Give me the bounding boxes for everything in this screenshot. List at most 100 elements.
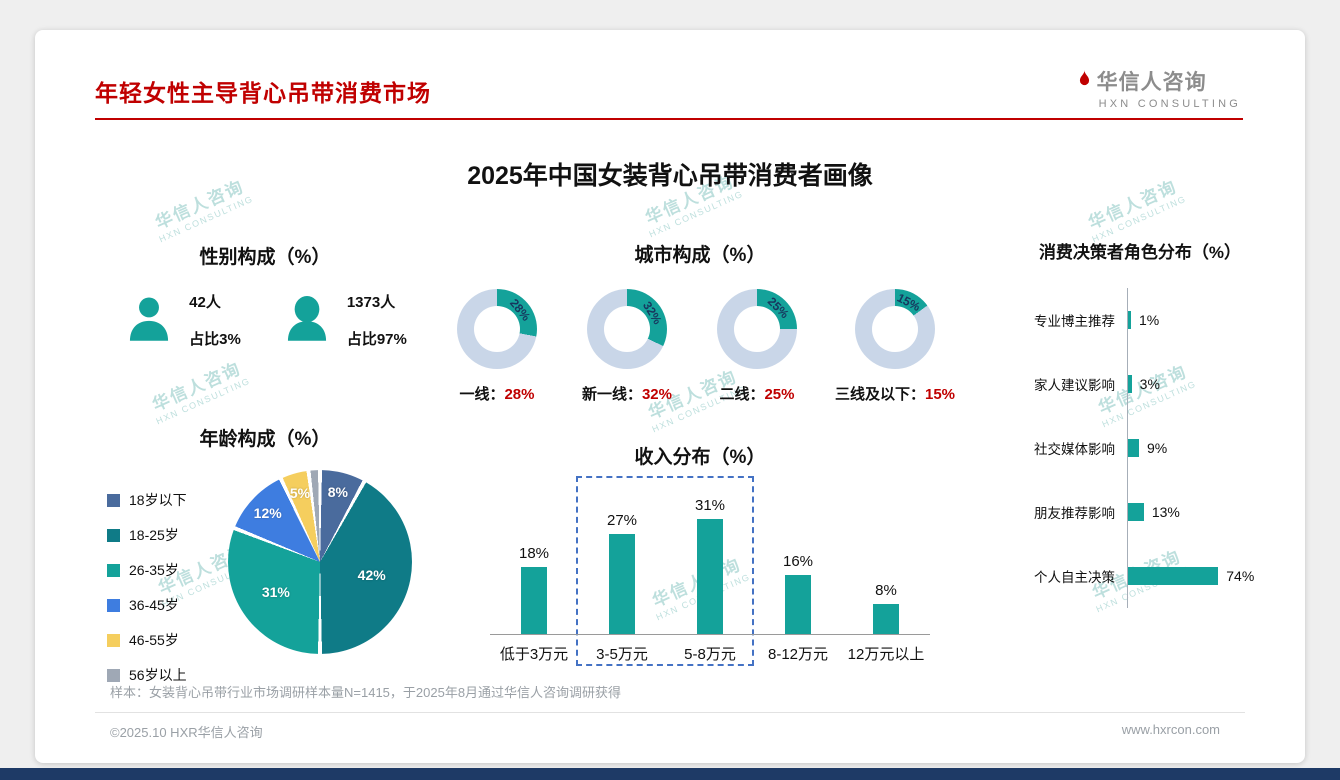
donut-caption: 一线：28% — [459, 383, 534, 404]
role-value-label: 1% — [1139, 312, 1160, 328]
role-bar-track: 3% — [1127, 352, 1295, 416]
role-row: 专业博主推荐 1% — [985, 288, 1295, 352]
city-section: 城市构成（%） 28% 一线：28% 32% 新一线：32% 25% 二线：25% 15% 三… — [440, 240, 960, 404]
city-section-title: 城市构成（%） — [634, 245, 766, 266]
card-footer: ©2025.10 HXR华信人咨询 www.hxrcon.com — [110, 722, 1220, 741]
legend-label: 18岁以下 — [129, 492, 187, 508]
donut-caption-category: 新一线： — [581, 386, 642, 403]
income-bar — [609, 534, 635, 634]
pie-slice-label: 12% — [253, 504, 282, 521]
footer-divider — [95, 712, 1245, 713]
bottom-accent-bar — [0, 768, 1340, 780]
roles-section-title: 消费决策者角色分布（%） — [1038, 243, 1242, 262]
female-share: 占比97% — [346, 331, 407, 348]
income-bar-column: 8% — [842, 582, 930, 634]
legend-item: 18-25岁 — [107, 525, 187, 545]
copyright-text: ©2025.10 HXR华信人咨询 — [110, 725, 263, 740]
income-bar-column: 27% — [578, 512, 666, 634]
pie-slice-label: 5% — [289, 485, 311, 502]
income-category-label: 5-8万元 — [684, 646, 736, 663]
income-bar — [873, 604, 899, 634]
role-bar-track: 74% — [1127, 544, 1295, 608]
legend-swatch — [107, 633, 120, 647]
male-share: 占比3% — [189, 331, 241, 348]
legend-label: 46-55岁 — [129, 632, 179, 648]
income-bar-column: 16% — [754, 553, 842, 634]
income-bar-column: 31% — [666, 497, 754, 634]
city-donut: 32% 新一线：32% — [575, 289, 679, 404]
donut-ring: 25% — [716, 289, 797, 369]
donut-caption: 新一线：32% — [582, 383, 672, 404]
age-section: 年龄构成（%） 18岁以下 18-25岁 26-35岁 36-45岁 46-55岁 56岁… — [95, 424, 435, 684]
income-bar-column: 18% — [490, 545, 578, 634]
male-count: 42人 — [189, 294, 221, 311]
female-stats: 1373人 占比97% — [347, 291, 407, 349]
role-row: 家人建议影响 3% — [985, 352, 1295, 416]
income-bar-value-label: 18% — [518, 545, 550, 563]
logo-en-text: HXN CONSULTING — [1098, 98, 1241, 110]
income-bar-value-label: 8% — [875, 582, 897, 600]
legend-swatch — [107, 528, 120, 542]
legend-item: 18岁以下 — [107, 490, 187, 510]
role-value-label: 9% — [1146, 440, 1168, 456]
pie-slice-label: 31% — [261, 583, 290, 600]
watermark-en-text: HXN CONSULTING — [1090, 193, 1188, 245]
income-bar-value-label: 27% — [606, 512, 638, 530]
income-category-labels: 低于3万元 3-5万元 5-8万元 8-12万元 12万元以上 — [490, 643, 930, 664]
female-person-icon — [281, 291, 333, 349]
income-bar-chart: 18% 27% 31% 16% 8% — [490, 487, 930, 635]
roles-section: 消费决策者角色分布（%） 专业博主推荐 1% 家人建议影响 3% 社交媒体影响 9% 朋友推… — [985, 238, 1295, 658]
gender-item-male: 42人 占比3% — [123, 291, 241, 349]
role-bar — [1128, 439, 1139, 457]
watermark-cn-text: 华信人咨询 — [149, 358, 245, 415]
legend-label: 36-45岁 — [129, 597, 179, 613]
watermark-en-text: HXN CONSULTING — [157, 193, 255, 245]
donut-caption-value: 28% — [504, 386, 535, 403]
legend-label: 18-25岁 — [129, 527, 179, 543]
brand-logo: 华信人咨询 HXN CONSULTING — [1077, 66, 1241, 110]
donut-ring: 32% — [586, 289, 667, 369]
gender-section: 性别构成（%） 42人 占比3% — [95, 242, 435, 349]
slide-card: 年轻女性主导背心吊带消费市场 华信人咨询 HXN CONSULTING 2025… — [35, 30, 1305, 763]
income-category-label: 低于3万元 — [499, 646, 569, 663]
donut-caption-category: 二线： — [719, 386, 765, 403]
legend-swatch — [107, 668, 120, 682]
watermark-en-text: HXN CONSULTING — [154, 375, 252, 427]
donut-value-label: 32% — [639, 299, 665, 327]
age-legend: 18岁以下 18-25岁 26-35岁 36-45岁 46-55岁 56岁以上 — [107, 490, 187, 700]
income-section: 收入分布（%） 18% 27% 31% 16% 8% 低于3万元 3-5万元 5-8万元 8-… — [440, 442, 960, 692]
income-category-label: 3-5万元 — [596, 646, 648, 663]
donut-caption-value: 15% — [924, 386, 956, 403]
city-donut: 15% 三线及以下：15% — [835, 289, 955, 404]
legend-item: 56岁以上 — [107, 665, 187, 685]
role-bar-track: 13% — [1127, 480, 1295, 544]
donut-value-label: 15% — [894, 290, 923, 314]
donut-caption-category: 一线： — [459, 386, 505, 403]
donut-caption: 二线：25% — [719, 383, 794, 404]
income-category-label: 12万元以上 — [847, 646, 925, 663]
gender-row: 42人 占比3% 1373人 占比97% — [95, 291, 435, 349]
income-bar-value-label: 31% — [694, 497, 726, 515]
income-bar-value-label: 16% — [782, 552, 814, 570]
logo-cn-text: 华信人咨询 — [1096, 71, 1207, 94]
roles-bar-chart: 专业博主推荐 1% 家人建议影响 3% 社交媒体影响 9% 朋友推荐影响 13% 个人自主决策 7… — [985, 288, 1295, 608]
donut-caption-value: 25% — [764, 386, 795, 403]
male-stats: 42人 占比3% — [189, 291, 241, 349]
role-row: 社交媒体影响 9% — [985, 416, 1295, 480]
city-donut-row: 28% 一线：28% 32% 新一线：32% 25% 二线：25% 15% 三线及以下：15% — [440, 289, 960, 404]
role-category-label: 家人建议影响 — [1034, 378, 1115, 393]
income-category-label: 8-12万元 — [767, 646, 829, 663]
role-bar — [1128, 311, 1131, 329]
income-bar — [521, 567, 547, 634]
city-donut: 25% 二线：25% — [705, 289, 809, 404]
role-value-label: 13% — [1151, 504, 1180, 520]
donut-ring: 28% — [456, 289, 537, 369]
legend-label: 56岁以上 — [129, 667, 187, 683]
donut-value-label: 25% — [764, 294, 792, 322]
sample-footnote: 样本：女装背心吊带行业市场调研样本量N=1415，于2025年8月通过华信人咨询… — [110, 685, 622, 700]
age-section-title: 年龄构成（%） — [199, 429, 331, 450]
female-count: 1373人 — [346, 294, 396, 311]
income-section-title: 收入分布（%） — [634, 447, 766, 468]
donut-caption-category: 三线及以下： — [834, 386, 925, 403]
